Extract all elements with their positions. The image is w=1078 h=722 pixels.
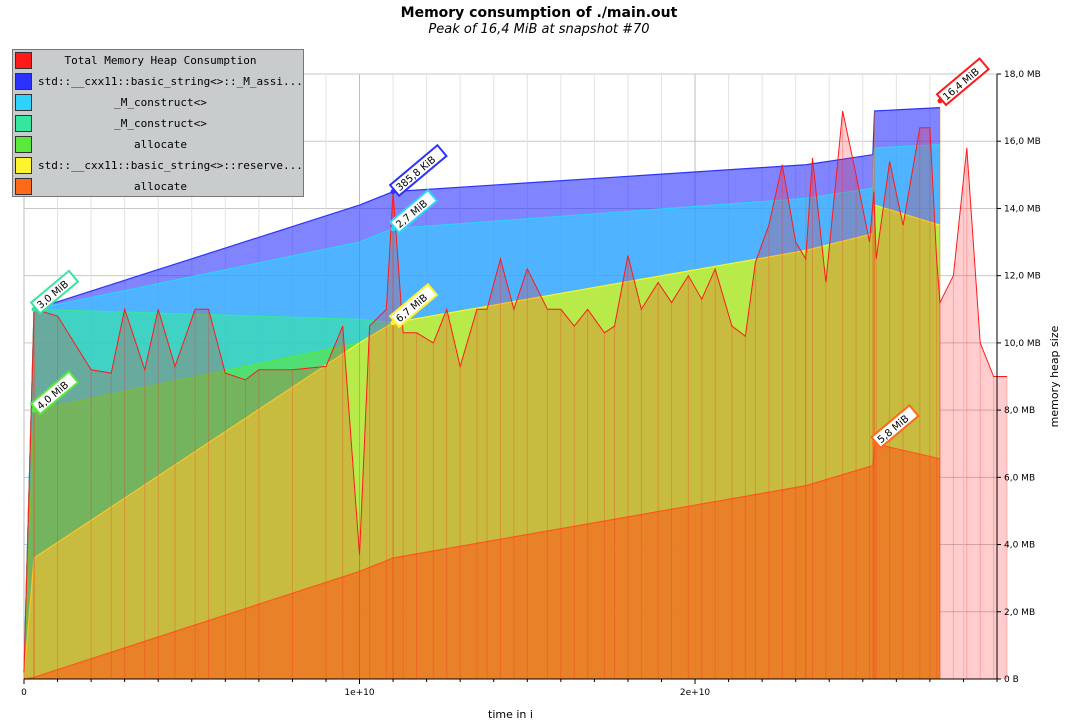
legend-swatch [15,157,32,174]
legend-item: allocate [13,176,303,197]
peak-label-box [388,143,448,198]
legend-label: std::__cxx11::basic_string<>::reserve... [38,159,303,172]
peak-label-box [870,403,920,450]
x-axis-label: time in i [488,708,533,721]
peak-label-box [29,370,80,416]
x-tick-label: 0 [21,688,27,698]
y-tick-label: 14,0 MB [1004,204,1041,214]
y-tick-label: 12,0 MB [1004,272,1041,282]
legend-label: _M_construct<> [114,96,207,109]
legend-swatch [15,73,32,90]
total-line [23,110,1008,673]
legend-label: std::__cxx11::basic_string<>::_M_assi... [38,75,303,88]
peak-label-text: 385,8 KiB [394,154,438,193]
y-tick-label: 0 B [1004,675,1019,685]
chart-title: Memory consumption of ./main.out [400,5,678,21]
y-tick-label: 2,0 MB [1004,608,1035,618]
legend-item: _M_construct<> [13,92,303,113]
legend-item: Total Memory Heap Consumption [13,50,303,71]
y-tick-label: 16,0 MB [1004,137,1041,147]
legend-item: std::__cxx11::basic_string<>::reserve... [13,155,303,176]
legend-swatch [15,178,32,195]
legend-swatch [15,52,32,69]
y-tick-label: 18,0 MB [1004,70,1041,80]
x-tick-label: 1e+10 [344,688,375,698]
legend-item: allocate [13,134,303,155]
axes: 0 B 2,0 MB 4,0 MB 6,0 MB 8,0 MB 10,0 MB 12,0 M… [21,70,1041,698]
legend-item: _M_construct<> [13,113,303,134]
total-area [24,110,1008,679]
legend-label: allocate [134,180,187,193]
y-tick-label: 10,0 MB [1004,339,1041,349]
legend-label: _M_construct<> [114,117,207,130]
legend-item: std::__cxx11::basic_string<>::_M_assi... [13,71,303,92]
peak-label-box [29,269,80,315]
y-tick-label: 4,0 MB [1004,541,1035,551]
y-axis-label: memory heap size [1048,325,1061,427]
total-consumption-series [23,110,1008,679]
y-tick-label: 6,0 MB [1004,473,1035,483]
x-tick-label: 2e+10 [680,688,711,698]
chart-subtitle: Peak of 16,4 MiB at snapshot #70 [428,22,650,37]
legend-label: Total Memory Heap Consumption [64,54,257,67]
legend-label: allocate [134,138,187,151]
peak-label-box [388,188,439,235]
legend-swatch [15,115,32,132]
y-tick-label: 8,0 MB [1004,406,1035,416]
peak-label: 16,4 MiB [935,57,990,107]
peak-label-box [388,282,439,329]
legend-swatch [15,136,32,153]
peak-label-box [935,57,990,107]
legend-swatch [15,94,32,111]
